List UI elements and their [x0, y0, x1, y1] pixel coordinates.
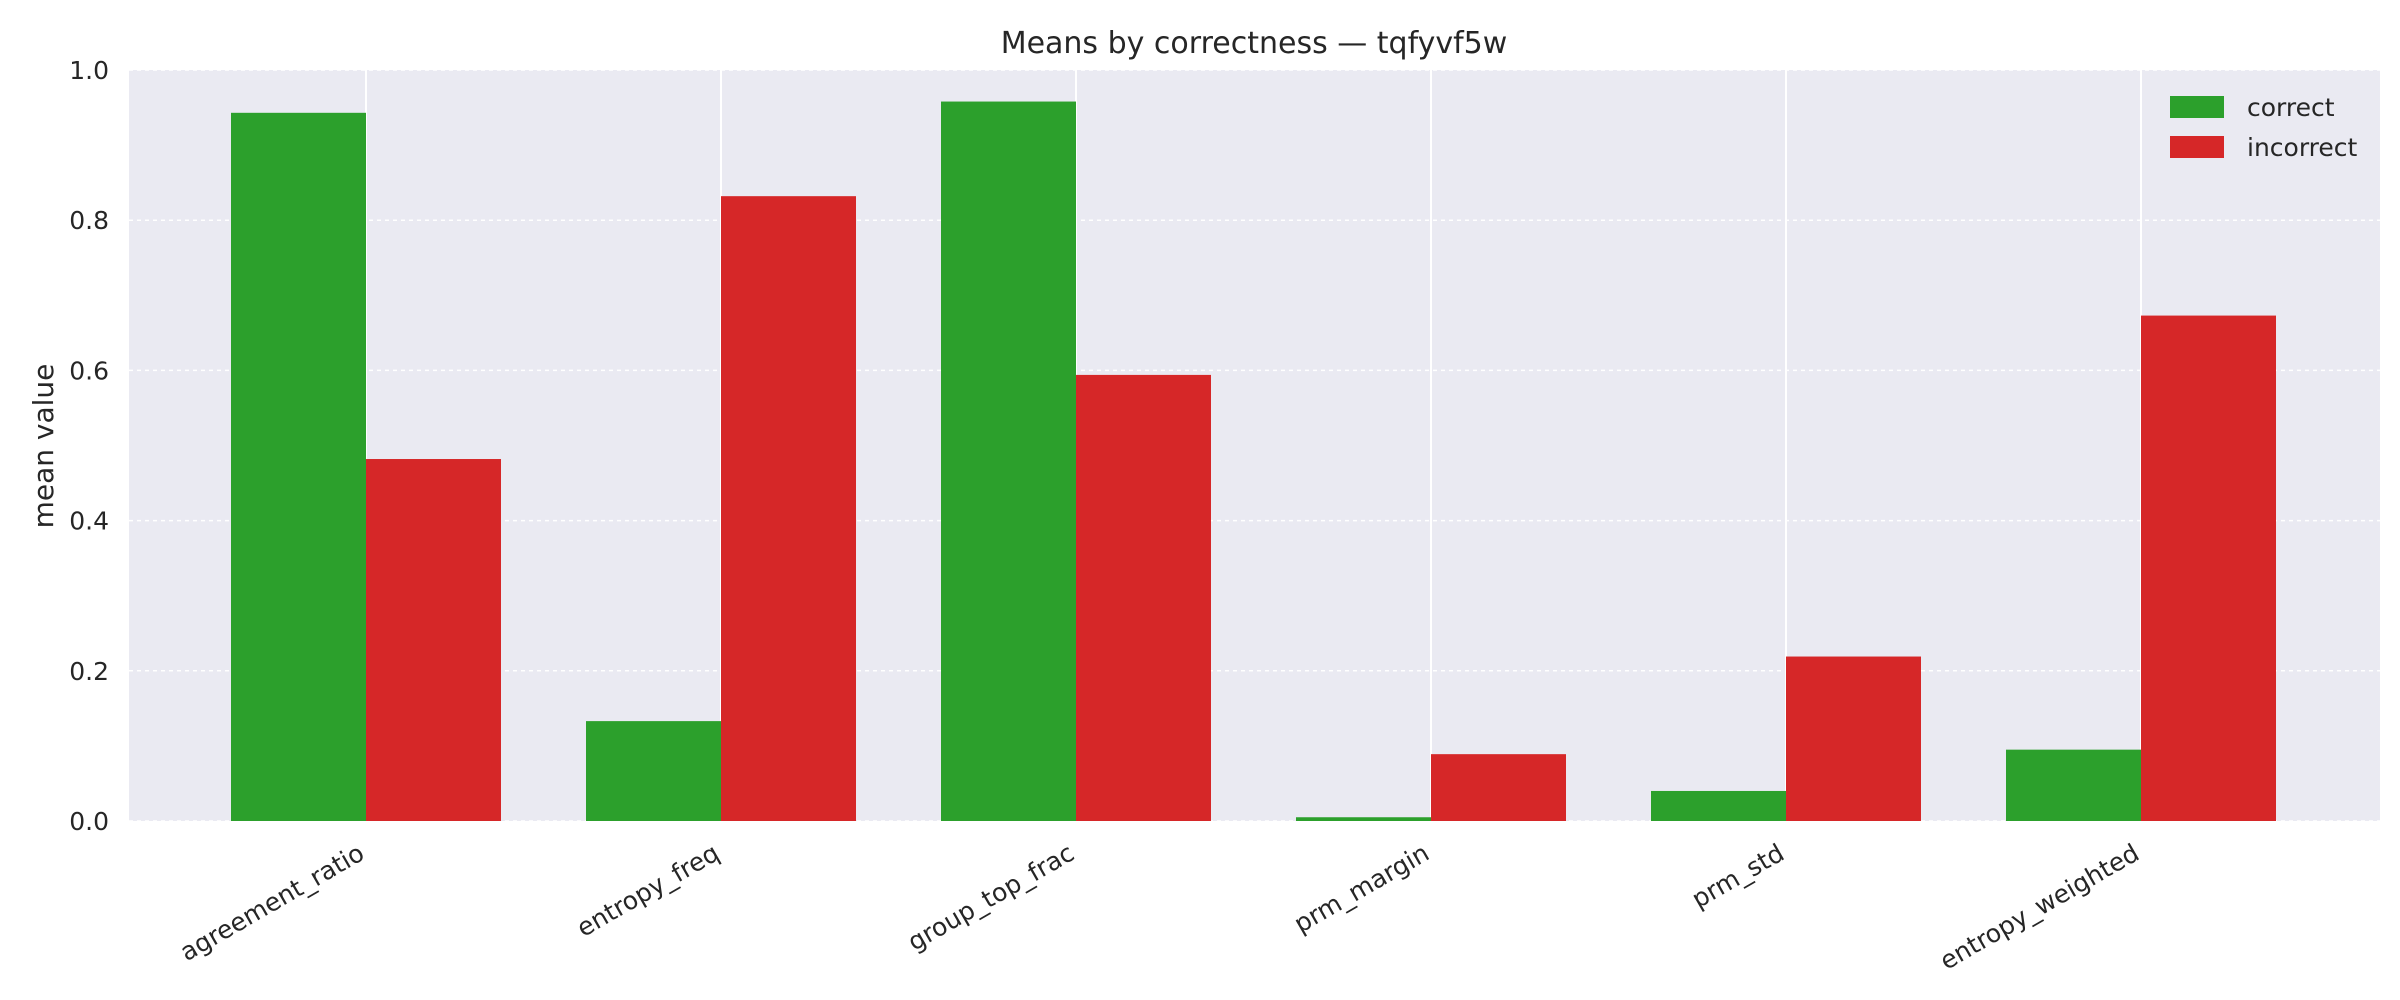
legend-label-correct: correct — [2247, 93, 2335, 122]
bar-correct-agreement_ratio — [231, 112, 366, 821]
bar-correct-prm_std — [1651, 790, 1786, 821]
legend-label-incorrect: incorrect — [2247, 133, 2358, 162]
y-tick-label: 0.2 — [69, 657, 109, 686]
chart-title: Means by correctness — tqfyvf5w — [1001, 26, 1508, 61]
bar-incorrect-prm_margin — [1431, 754, 1566, 821]
x-tick-label: agreement_ratio — [175, 838, 369, 967]
x-tick-labels: agreement_ratio entropy_freq group_top_fra… — [175, 838, 2144, 975]
y-gridlines — [129, 69, 2380, 822]
legend-swatch-incorrect — [2170, 136, 2224, 158]
legend-swatch-correct — [2170, 96, 2224, 118]
y-tick-labels: 0.0 0.2 0.4 0.6 0.8 1.0 — [69, 56, 109, 836]
y-tick-label: 1.0 — [69, 56, 109, 85]
bar-incorrect-entropy_weighted — [2141, 315, 2276, 821]
bars — [231, 101, 2276, 822]
y-tick-label: 0.0 — [69, 807, 109, 836]
y-axis-label: mean value — [27, 364, 60, 529]
y-tick-label: 0.8 — [69, 206, 109, 235]
legend: correct incorrect — [2170, 93, 2358, 162]
bar-correct-group_top_frac — [941, 101, 1076, 822]
bar-correct-entropy_weighted — [2006, 749, 2141, 821]
x-tick-label: entropy_weighted — [1935, 838, 2144, 975]
plot-background — [129, 70, 2380, 821]
x-tick-label: entropy_freq — [572, 838, 724, 943]
bar-incorrect-group_top_frac — [1076, 374, 1211, 821]
bar-incorrect-prm_std — [1786, 656, 1921, 821]
bar-incorrect-entropy_freq — [721, 196, 856, 822]
x-tick-label: prm_margin — [1289, 838, 1434, 938]
bar-incorrect-agreement_ratio — [366, 459, 501, 821]
x-tick-label: group_top_frac — [903, 838, 1079, 956]
y-tick-label: 0.6 — [69, 356, 109, 385]
x-tick-label: prm_std — [1687, 838, 1789, 914]
bar-correct-entropy_freq — [586, 721, 721, 821]
bar-correct-prm_margin — [1296, 817, 1431, 821]
y-tick-label: 0.4 — [69, 507, 109, 536]
